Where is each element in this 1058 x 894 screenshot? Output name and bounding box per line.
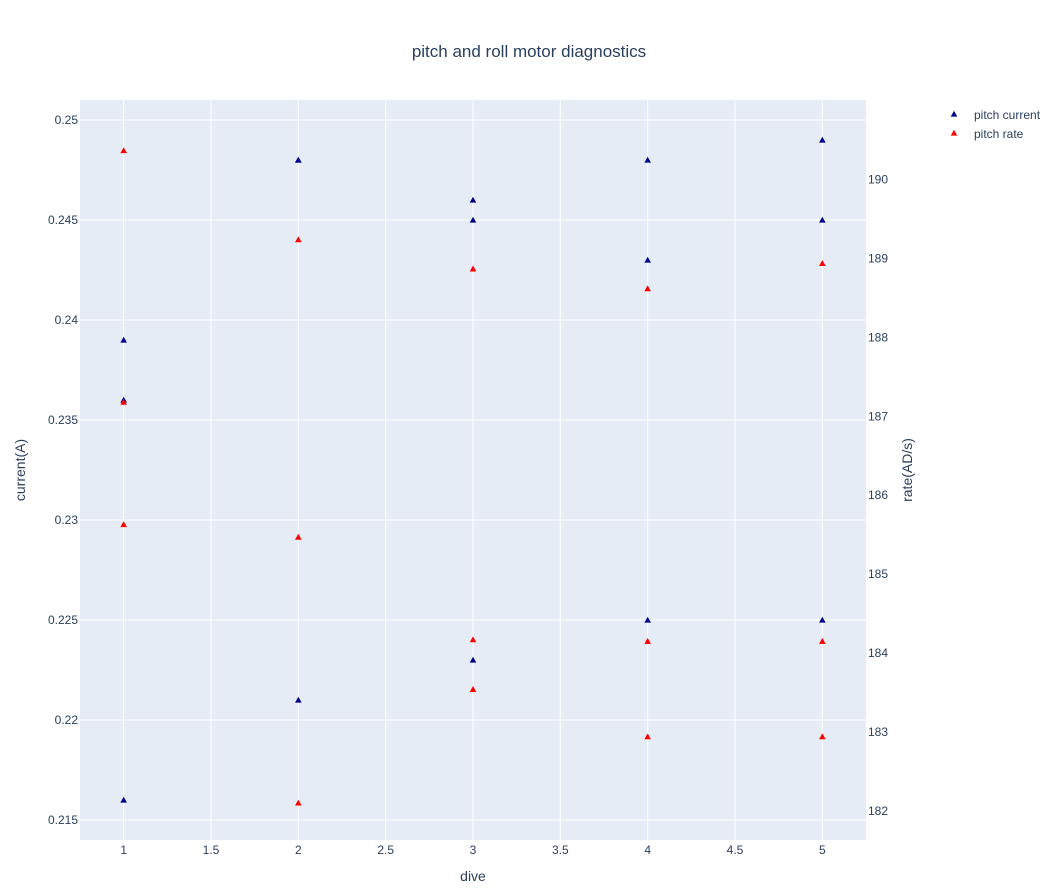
marker-pitch-rate	[644, 637, 651, 644]
legend-item-pitch-current[interactable]: pitch current	[950, 108, 1041, 122]
marker-pitch-rate	[644, 733, 651, 740]
legend-label: pitch current	[974, 108, 1041, 122]
x-axis-label: dive	[460, 868, 486, 884]
marker-pitch-rate	[819, 733, 826, 740]
marker-pitch-rate	[819, 260, 826, 266]
marker-pitch-rate	[469, 686, 477, 692]
y-right-tick-label: 182	[868, 804, 888, 818]
marker-pitch-current	[644, 616, 651, 623]
marker-pitch-current	[819, 616, 826, 623]
x-axis-ticks: 1 1.5 2 2.5 3 3.5 4 4.5 5	[120, 843, 826, 857]
y-left-tick-label: 0.245	[48, 213, 78, 227]
y-left-tick-label: 0.225	[48, 613, 78, 627]
marker-pitch-current	[469, 216, 477, 223]
x-tick-label: 2.5	[377, 843, 394, 857]
marker-pitch-current	[469, 196, 477, 203]
y-left-tick-label: 0.23	[55, 513, 79, 527]
marker-pitch-rate	[295, 533, 302, 540]
marker-pitch-rate	[120, 398, 127, 405]
marker-pitch-current	[120, 336, 127, 343]
marker-pitch-current	[644, 256, 651, 263]
x-tick-label: 1	[120, 843, 127, 857]
y-right-tick-label: 190	[868, 173, 888, 187]
data-markers	[120, 136, 826, 806]
x-tick-label: 4	[644, 843, 651, 857]
x-tick-label: 2	[295, 843, 302, 857]
y-left-tick-label: 0.235	[48, 413, 78, 427]
legend[interactable]: pitch current pitch rate	[950, 108, 1041, 141]
y-right-tick-label: 189	[868, 252, 888, 266]
legend-label: pitch rate	[974, 127, 1024, 141]
marker-pitch-current	[295, 696, 302, 703]
y-right-axis-ticks: 182 183 184 185 186 187 188 189 190	[868, 173, 888, 818]
chart-title: pitch and roll motor diagnostics	[412, 42, 646, 61]
y-left-tick-label: 0.22	[55, 713, 79, 727]
marker-pitch-rate	[819, 637, 826, 644]
marker-pitch-current	[295, 156, 302, 163]
y-right-tick-label: 186	[868, 488, 888, 502]
marker-pitch-current	[819, 216, 826, 223]
marker-pitch-rate	[120, 521, 127, 528]
legend-marker	[950, 110, 958, 117]
x-tick-label: 5	[819, 843, 826, 857]
x-tick-label: 4.5	[727, 843, 744, 857]
y-right-tick-label: 188	[868, 330, 888, 344]
y-right-axis-label: rate(AD/s)	[899, 438, 915, 502]
y-right-tick-label: 184	[868, 646, 888, 660]
y-left-tick-label: 0.24	[55, 313, 79, 327]
x-tick-label: 3	[470, 843, 477, 857]
marker-pitch-current	[644, 156, 651, 163]
x-tick-label: 3.5	[552, 843, 569, 857]
marker-pitch-rate	[295, 236, 302, 243]
y-right-tick-label: 183	[868, 725, 888, 739]
marker-pitch-current	[469, 656, 477, 663]
legend-item-pitch-rate[interactable]: pitch rate	[950, 127, 1024, 141]
marker-pitch-current	[120, 796, 127, 803]
y-left-tick-label: 0.215	[48, 813, 78, 827]
y-left-axis-label: current(A)	[12, 439, 28, 501]
marker-pitch-rate	[469, 636, 477, 643]
grid-lines	[80, 100, 866, 840]
marker-pitch-rate	[469, 265, 477, 272]
legend-marker	[950, 129, 958, 136]
marker-pitch-current	[819, 136, 826, 143]
x-tick-label: 1.5	[203, 843, 220, 857]
y-left-tick-label: 0.25	[55, 113, 79, 127]
marker-pitch-rate	[295, 799, 302, 806]
y-right-tick-label: 185	[868, 567, 888, 581]
y-right-tick-label: 187	[868, 409, 888, 423]
marker-pitch-rate	[644, 285, 651, 292]
y-left-axis-ticks: 0.215 0.22 0.225 0.23 0.235 0.24 0.245 0.25	[48, 113, 78, 827]
marker-pitch-rate	[120, 147, 127, 154]
